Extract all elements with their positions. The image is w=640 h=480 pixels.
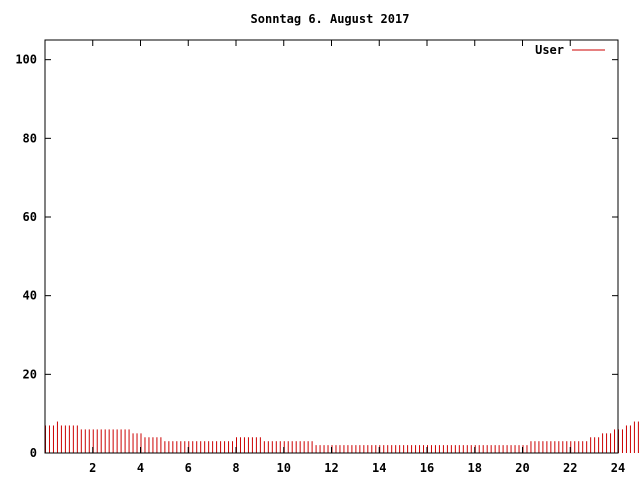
x-tick-label: 22 (563, 461, 577, 475)
x-tick-label: 24 (611, 461, 625, 475)
plot-frame (44, 39, 619, 454)
y-tick-label: 80 (23, 131, 37, 145)
y-tick-label: 100 (15, 53, 37, 67)
y-tick-label: 0 (30, 446, 37, 460)
x-tick-label: 6 (185, 461, 192, 475)
y-tick-label: 60 (23, 210, 37, 224)
x-tick-label: 10 (277, 461, 291, 475)
legend: User (535, 43, 605, 57)
x-tick-label: 14 (372, 461, 386, 475)
x-tick-label: 8 (232, 461, 239, 475)
x-tick-label: 12 (324, 461, 338, 475)
legend-label-user: User (535, 43, 564, 57)
x-tick-label: 2 (89, 461, 96, 475)
x-tick-label: 20 (515, 461, 529, 475)
y-tick-label: 40 (23, 289, 37, 303)
bar-series-user (45, 421, 639, 453)
x-tick-label: 18 (468, 461, 482, 475)
x-tick-label: 16 (420, 461, 434, 475)
x-tick-label: 4 (137, 461, 144, 475)
chart-title: Sonntag 6. August 2017 (251, 12, 410, 26)
y-tick-label: 20 (23, 367, 37, 381)
